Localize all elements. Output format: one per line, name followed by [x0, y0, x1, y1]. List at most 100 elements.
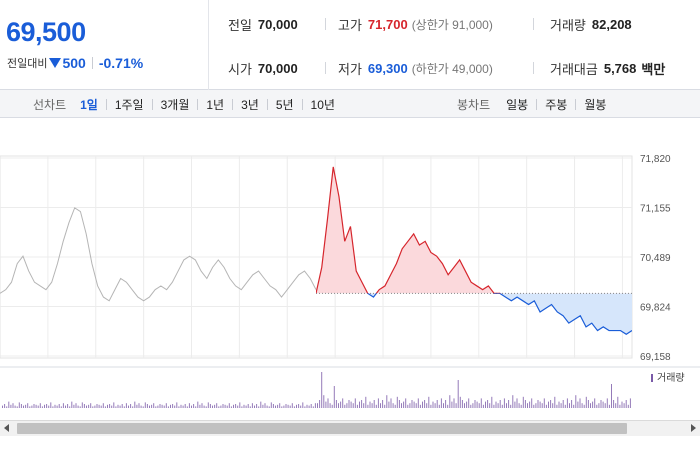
volume-bar — [16, 406, 18, 408]
volume-bar — [579, 398, 581, 408]
volume-bar — [344, 404, 346, 408]
volume-bar — [608, 404, 610, 408]
volume-bar — [600, 400, 602, 408]
scroll-right-icon[interactable] — [691, 424, 696, 432]
volume-bar — [520, 404, 522, 408]
volume-bar — [18, 402, 20, 408]
volume-bar — [121, 404, 123, 408]
volume-bar — [541, 403, 543, 408]
stat-label: 시가 — [228, 61, 252, 77]
volume-bar — [182, 405, 184, 408]
tab-weekly[interactable]: 주봉 — [545, 97, 568, 112]
tab-daily[interactable]: 일봉 — [506, 97, 529, 112]
volume-bar — [327, 398, 329, 408]
volume-bar — [291, 403, 293, 408]
volume-bar — [203, 405, 205, 408]
volume-bar — [73, 404, 75, 408]
tab-10y[interactable]: 10년 — [310, 97, 335, 112]
volume-bar — [27, 403, 29, 408]
volume-bar — [172, 404, 174, 408]
volume-bar — [237, 405, 239, 408]
stat-label: 고가 — [338, 17, 362, 33]
volume-bar — [230, 406, 232, 408]
volume-bar — [342, 398, 344, 408]
volume-bar — [256, 404, 258, 408]
tab-monthly[interactable]: 월봉 — [584, 97, 607, 112]
volume-bar — [321, 372, 323, 408]
volume-bar — [308, 405, 310, 408]
scroll-left-icon[interactable] — [4, 424, 9, 432]
volume-bar — [388, 401, 390, 408]
volume-bar — [369, 401, 371, 408]
volume-bar — [411, 400, 413, 408]
volume-bar — [535, 403, 537, 408]
tab-1d[interactable]: 1일 — [80, 97, 98, 112]
volume-bar — [514, 401, 516, 408]
volume-bar — [191, 405, 192, 408]
volume-bar — [287, 404, 289, 408]
volume-bar — [92, 406, 94, 408]
volume-bar — [348, 400, 350, 408]
volume-bar — [482, 404, 484, 408]
volume-bar — [533, 404, 535, 408]
volume-bar — [249, 406, 251, 408]
volume-bar — [188, 403, 190, 408]
divider — [91, 57, 93, 69]
volume-bar — [241, 406, 243, 408]
volume-bar — [216, 403, 218, 408]
scroll-thumb[interactable] — [17, 423, 627, 434]
stat-prev-close: 전일 70,000 — [228, 14, 298, 34]
volume-bar — [449, 395, 451, 408]
volume-bar — [445, 400, 447, 408]
volume-bar — [50, 402, 52, 408]
stat-low: 저가 69,300 (하한가 49,000) — [338, 58, 493, 78]
volume-bar — [197, 401, 199, 408]
volume-bar — [83, 404, 85, 408]
volume-legend: 거래량 — [657, 372, 685, 384]
stat-label: 전일 — [228, 17, 252, 33]
volume-bar — [77, 405, 79, 408]
volume-bar — [571, 400, 573, 408]
volume-bar — [62, 403, 64, 408]
volume-bar — [422, 401, 423, 408]
volume-bar — [44, 404, 45, 408]
horizontal-scrollbar[interactable] — [0, 420, 700, 436]
volume-bar — [180, 404, 182, 408]
tab-1w[interactable]: 1주일 — [114, 97, 144, 112]
volume-legend-swatch — [651, 374, 653, 382]
upper-limit: (상한가 91,000) — [411, 17, 493, 32]
volume-bar — [123, 406, 125, 408]
divider — [533, 18, 534, 30]
tab-1y[interactable]: 1년 — [206, 97, 225, 112]
volume-bar — [529, 401, 531, 408]
volume-bar — [537, 400, 539, 408]
volume-bar — [157, 405, 159, 408]
stock-summary: 69,500 전일대비 500 -0.71% 전일 70,000 고가 71,7… — [0, 0, 700, 90]
volume-bar — [550, 400, 552, 408]
volume-bar — [90, 403, 92, 408]
volume-bar — [245, 405, 247, 408]
change-value: 500 — [62, 55, 86, 71]
volume-bar — [102, 403, 104, 408]
volume-bar — [558, 401, 560, 408]
volume-bar — [151, 404, 153, 408]
price-chart: 71,820 71,155 70,489 69,824 69,158 거래량 — [0, 118, 700, 450]
volume-bar — [35, 404, 37, 408]
tab-3y[interactable]: 3년 — [241, 97, 259, 112]
stat-label: 저가 — [338, 61, 362, 77]
stat-value: 69,300 — [367, 60, 408, 76]
stat-open: 시가 70,000 — [228, 58, 298, 78]
volume-bar — [235, 404, 237, 408]
volume-bar — [298, 404, 300, 408]
volume-bar — [476, 401, 478, 408]
volume-bar — [407, 404, 409, 408]
y-tick-label: 69,824 — [640, 303, 671, 314]
volume-bar — [266, 405, 268, 408]
volume-bar — [283, 405, 285, 408]
volume-bar — [501, 404, 503, 408]
tab-5y[interactable]: 5년 — [275, 97, 294, 112]
volume-bar — [39, 403, 41, 408]
tab-3m[interactable]: 3개월 — [160, 97, 190, 112]
volume-bar — [113, 402, 115, 408]
volume-bar — [539, 401, 541, 408]
